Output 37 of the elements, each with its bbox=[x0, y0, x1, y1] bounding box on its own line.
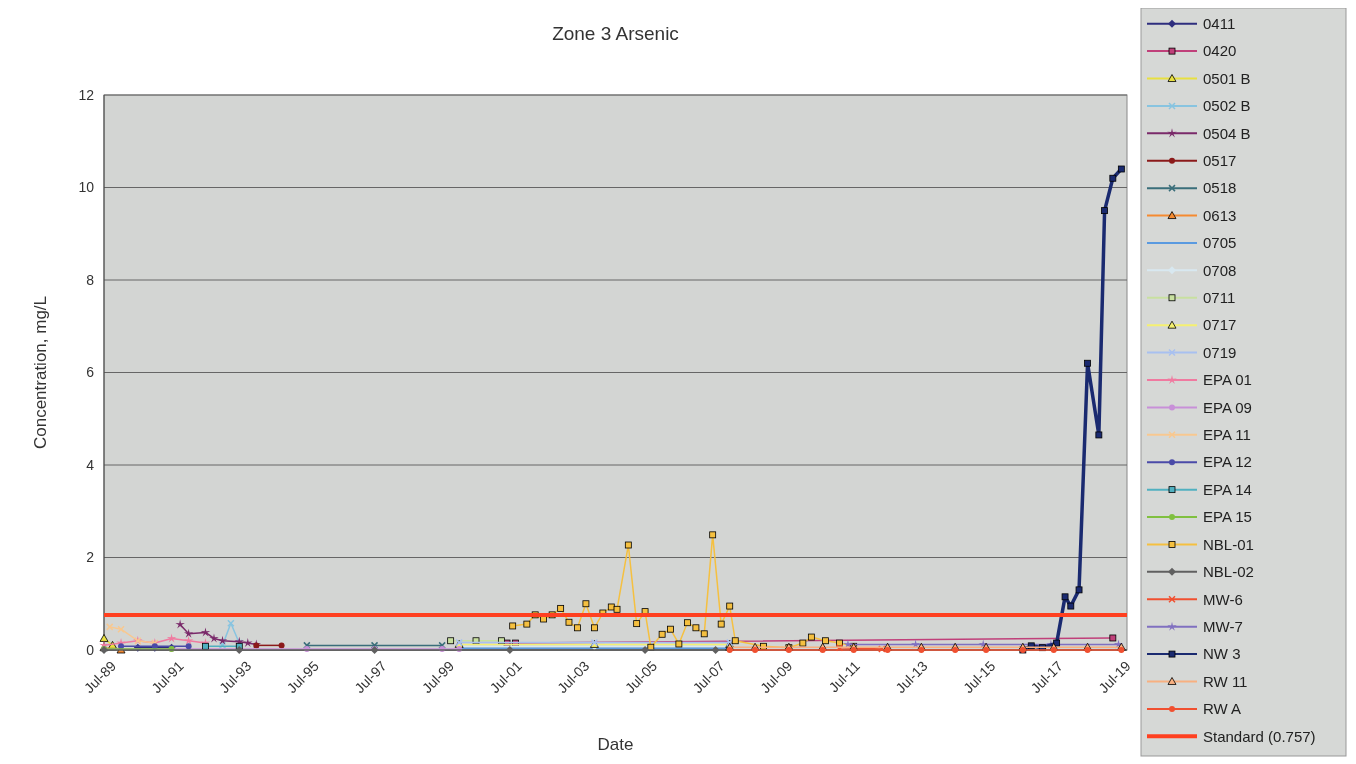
legend-label: RW A bbox=[1203, 700, 1242, 718]
legend-label: EPA 14 bbox=[1203, 480, 1252, 498]
legend-label: 0504 B bbox=[1203, 124, 1251, 142]
y-tick-label: 8 bbox=[86, 271, 95, 288]
legend-label: NBL-01 bbox=[1203, 535, 1254, 553]
legend-label: EPA 09 bbox=[1203, 398, 1252, 416]
legend-label: 0420 bbox=[1203, 42, 1237, 60]
legend-label: 0719 bbox=[1203, 343, 1237, 361]
legend-label: NW 3 bbox=[1203, 645, 1241, 663]
legend-label: EPA 15 bbox=[1203, 508, 1252, 526]
y-tick-label: 4 bbox=[86, 456, 95, 473]
legend-label: 0708 bbox=[1203, 261, 1237, 279]
y-tick-label: 6 bbox=[86, 364, 95, 381]
y-tick-label: 0 bbox=[86, 641, 95, 658]
legend-label: 0717 bbox=[1203, 316, 1237, 334]
legend-label: MW-7 bbox=[1203, 617, 1243, 635]
legend-label: EPA 11 bbox=[1203, 426, 1251, 444]
y-tick-label: 2 bbox=[86, 549, 95, 566]
legend-label: 0411 bbox=[1203, 14, 1236, 32]
x-axis-title: Date bbox=[597, 735, 634, 754]
legend-label: 0711 bbox=[1203, 289, 1236, 307]
legend-label: 0502 B bbox=[1203, 97, 1251, 115]
y-tick-label: 12 bbox=[78, 86, 95, 103]
y-tick-label: 10 bbox=[78, 179, 95, 196]
chart-title: Zone 3 Arsenic bbox=[552, 23, 679, 44]
legend-label: MW-6 bbox=[1203, 590, 1243, 608]
legend-label: 0501 B bbox=[1203, 69, 1251, 87]
legend-label: EPA 12 bbox=[1203, 453, 1252, 471]
legend-label: 0705 bbox=[1203, 234, 1237, 252]
legend-label: EPA 01 bbox=[1203, 371, 1252, 389]
legend-label: Standard (0.757) bbox=[1203, 727, 1316, 745]
legend-label: NBL-02 bbox=[1203, 563, 1254, 581]
legend-label: 0518 bbox=[1203, 179, 1237, 197]
legend-label: RW 11 bbox=[1203, 672, 1248, 690]
legend-label: 0517 bbox=[1203, 151, 1237, 169]
legend-label: 0613 bbox=[1203, 206, 1237, 224]
y-axis-title: Concentration, mg/L bbox=[31, 295, 50, 450]
